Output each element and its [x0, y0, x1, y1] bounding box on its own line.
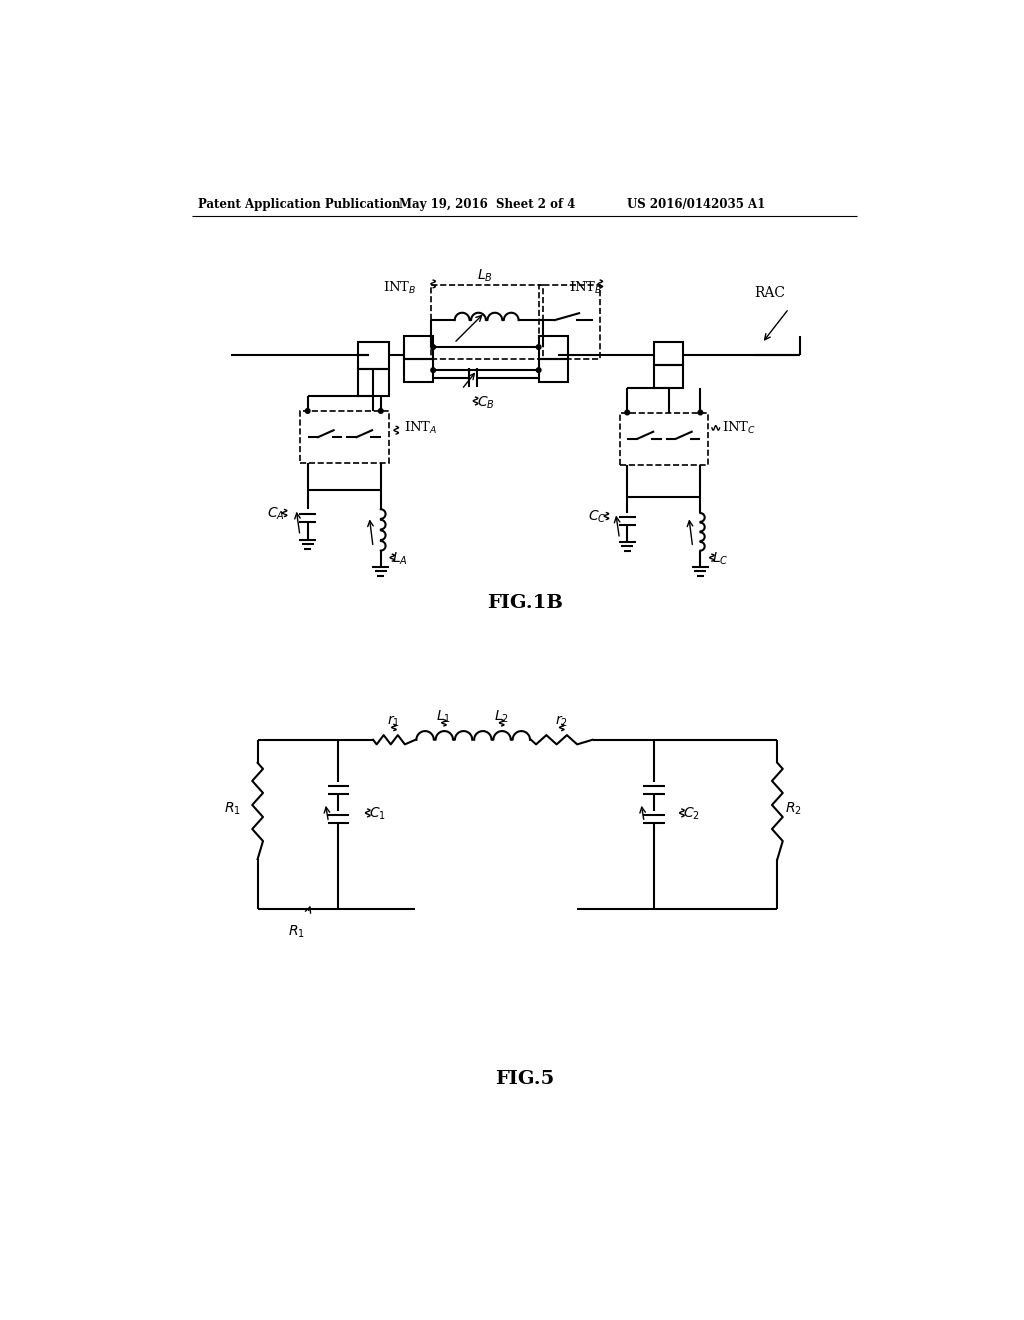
Circle shape: [537, 345, 541, 350]
Text: $C_2$: $C_2$: [683, 805, 700, 822]
Bar: [620, 413, 708, 465]
Bar: [539, 285, 600, 359]
Text: US 2016/0142035 A1: US 2016/0142035 A1: [628, 198, 766, 211]
Bar: [357, 342, 388, 368]
Text: May 19, 2016  Sheet 2 of 4: May 19, 2016 Sheet 2 of 4: [398, 198, 574, 211]
Text: INT$_C$: INT$_C$: [722, 420, 756, 436]
Text: $L_C$: $L_C$: [712, 550, 728, 568]
Bar: [300, 411, 388, 463]
Circle shape: [537, 368, 541, 372]
Bar: [654, 364, 683, 388]
Bar: [539, 335, 568, 359]
Text: $r_2$: $r_2$: [555, 714, 568, 729]
Bar: [357, 368, 388, 396]
Circle shape: [431, 368, 435, 372]
Bar: [539, 359, 568, 381]
Text: $C_B$: $C_B$: [477, 395, 495, 412]
Text: $L_1$: $L_1$: [436, 709, 452, 725]
Circle shape: [431, 345, 435, 350]
Text: FIG.5: FIG.5: [496, 1069, 554, 1088]
Bar: [431, 285, 543, 359]
Text: $L_B$: $L_B$: [477, 268, 493, 284]
Circle shape: [698, 411, 702, 414]
Circle shape: [305, 409, 310, 413]
Text: $r_1$: $r_1$: [387, 714, 400, 729]
Bar: [654, 342, 683, 364]
Text: $R_1$: $R_1$: [224, 801, 241, 817]
Text: INT$_B$: INT$_B$: [569, 280, 603, 296]
Text: $C_A$: $C_A$: [267, 506, 285, 523]
Text: INT$_B$: INT$_B$: [383, 280, 417, 296]
Text: $R_1$: $R_1$: [288, 924, 304, 940]
Text: $R_2$: $R_2$: [785, 801, 802, 817]
Text: $C_C$: $C_C$: [588, 510, 606, 525]
Text: INT$_A$: INT$_A$: [403, 420, 437, 436]
Text: FIG.1B: FIG.1B: [486, 594, 563, 612]
Text: $L_A$: $L_A$: [392, 550, 409, 568]
Circle shape: [379, 409, 383, 413]
Text: RAC: RAC: [755, 286, 785, 300]
Text: Patent Application Publication: Patent Application Publication: [199, 198, 400, 211]
Bar: [403, 359, 433, 381]
Circle shape: [625, 411, 630, 414]
Text: $C_1$: $C_1$: [370, 805, 386, 822]
Text: $L_2$: $L_2$: [495, 709, 509, 725]
Bar: [403, 335, 433, 359]
